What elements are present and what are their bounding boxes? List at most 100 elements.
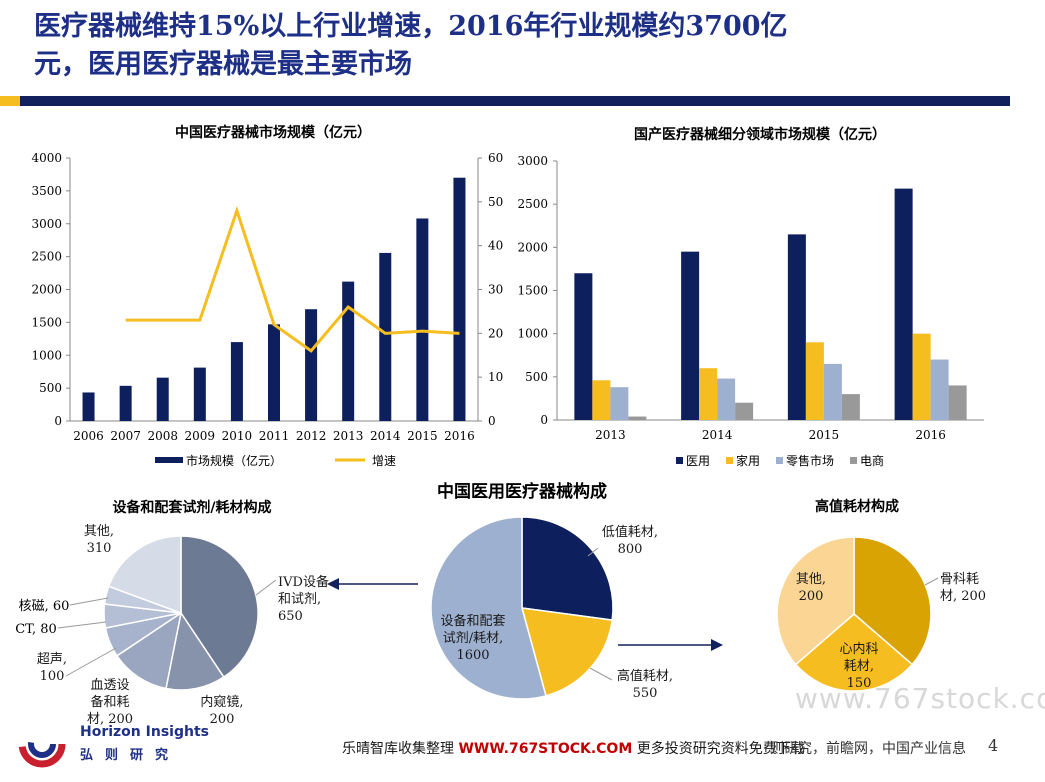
legend-label: 电商	[860, 453, 884, 468]
left-tick-label: 3500	[31, 184, 62, 198]
x-tick-label: 2009	[185, 429, 216, 443]
page-title-line1: 医疗器械维持15%以上行业增速，2016年行业规模约3700亿	[34, 11, 788, 42]
legend-swatch	[726, 457, 733, 464]
y-tick-label: 500	[525, 370, 548, 384]
segment-chart: 国产医疗器械细分领域市场规模（亿元） 0 500 1000 1500 2000 2500 30…	[517, 126, 984, 468]
bar	[628, 416, 647, 420]
left-tick-label: 0	[54, 414, 62, 428]
pie-slice	[115, 611, 183, 690]
equipment-pie-chart: 设备和配套试剂/耗材构成 IVD设备和试剂, 650 内窥镜, 200 血透设备和耗材, …	[15, 499, 329, 727]
right-tick-label: 20	[488, 326, 503, 340]
right-tick-label: 60	[488, 151, 503, 165]
bar	[735, 402, 754, 420]
slice-label-ivd: IVD设备和试剂, 650	[278, 574, 329, 624]
bar	[379, 252, 392, 421]
legend-label: 家用	[736, 453, 760, 468]
footer-note-left: 乐晴智库收集整理	[342, 741, 459, 757]
y-tick-label: 1500	[517, 284, 548, 298]
title-bar-accent	[0, 96, 20, 106]
bar	[305, 309, 318, 421]
chart-title: 国产医疗器械细分领域市场规模（亿元）	[634, 126, 886, 143]
bar	[453, 177, 466, 421]
leader-line	[65, 647, 117, 677]
leader-line	[255, 579, 277, 596]
x-tick-label: 2006	[73, 429, 104, 443]
pie-slice	[776, 536, 855, 666]
bar	[193, 367, 206, 421]
bar	[610, 387, 629, 420]
bar	[841, 394, 860, 420]
legend-swatch	[676, 457, 683, 464]
slice-label-ct: CT, 80	[15, 622, 57, 637]
left-tick-label: 4000	[31, 151, 62, 165]
left-tick-label: 1000	[31, 348, 62, 362]
bar	[119, 385, 132, 421]
title-bar	[20, 96, 1010, 106]
market-size-chart: 中国医疗器械市场规模（亿元）05001000150020002500300035…	[31, 124, 503, 468]
x-tick-label: 2008	[147, 429, 178, 443]
bar	[912, 333, 931, 420]
page-title: 医疗器械维持15%以上行业增速，2016年行业规模约3700亿 元，医用医疗器械…	[34, 8, 994, 84]
bar	[823, 363, 842, 420]
x-tick-label: 2007	[110, 429, 141, 443]
slice-label-equipment: 设备和配套试剂/耗材, 1600	[440, 613, 505, 663]
chart-title: 设备和配套试剂/耗材构成	[112, 499, 271, 516]
bar	[894, 188, 913, 420]
leader-line	[587, 547, 599, 557]
chart-title: 中国医用医疗器械构成	[437, 481, 607, 502]
x-tick-label: 2014	[370, 429, 401, 443]
bar	[230, 342, 243, 421]
left-tick-label: 3000	[31, 217, 62, 231]
logo-icon	[18, 720, 66, 768]
flow-arrows	[327, 578, 723, 651]
pie-slice	[165, 611, 225, 691]
x-tick-label: 2016	[444, 429, 475, 443]
left-tick-label: 1500	[31, 315, 62, 329]
leader-line	[69, 597, 109, 606]
slice-label-orthopedic: 骨科耗材, 200	[940, 572, 986, 604]
watermark: www.767stock.com	[795, 682, 1045, 715]
slice-label-other: 其他, 200	[796, 572, 826, 604]
bar	[805, 342, 824, 420]
left-tick-label: 2500	[31, 250, 62, 264]
slice-label-low-value: 低值耗材, 800	[602, 524, 658, 557]
bar	[592, 380, 611, 420]
bar	[416, 218, 429, 421]
pie-slice	[853, 536, 932, 666]
x-tick-label: 2010	[222, 429, 253, 443]
bar	[787, 234, 806, 420]
right-tick-label: 50	[488, 195, 503, 209]
right-tick-label: 10	[488, 370, 503, 384]
x-tick-label: 2014	[702, 428, 733, 442]
bar	[948, 385, 967, 420]
source-note: 则研究，前瞻网，中国产业信息	[770, 741, 966, 757]
left-tick-label: 2000	[31, 283, 62, 297]
bar	[268, 324, 280, 421]
slice-label-dialysis: 血透设备和耗材, 200	[87, 678, 133, 727]
bar	[82, 392, 95, 421]
legend-swatch-bar	[155, 457, 183, 463]
legend-swatch	[850, 457, 857, 464]
pie-slice	[521, 516, 614, 621]
y-tick-label: 3000	[517, 154, 548, 168]
chart-title: 高值耗材构成	[815, 498, 899, 515]
right-tick-label: 30	[488, 283, 503, 297]
slice-label-endoscope: 内窥镜, 200	[200, 694, 243, 727]
footer-note-right: 更多投资研究资料免费下载	[632, 741, 805, 757]
y-tick-label: 2000	[517, 240, 548, 254]
right-tick-label: 40	[488, 239, 503, 253]
page-title-line2: 元，医用医疗器械是最主要市场	[34, 49, 412, 80]
bar	[699, 368, 718, 420]
y-tick-label: 1000	[517, 327, 548, 341]
slice-label-high-value: 高值耗材, 550	[617, 668, 673, 701]
leader-line	[924, 577, 939, 586]
bar	[717, 378, 736, 420]
x-tick-label: 2013	[595, 428, 626, 442]
footer-note: 乐晴智库收集整理 WWW.767STOCK.COM 更多投资研究资料免费下载	[342, 738, 805, 758]
page-number: 4	[988, 736, 999, 755]
footer-site-link[interactable]: WWW.767STOCK.COM	[458, 741, 633, 757]
chart-title: 中国医疗器械市场规模（亿元）	[175, 124, 371, 141]
